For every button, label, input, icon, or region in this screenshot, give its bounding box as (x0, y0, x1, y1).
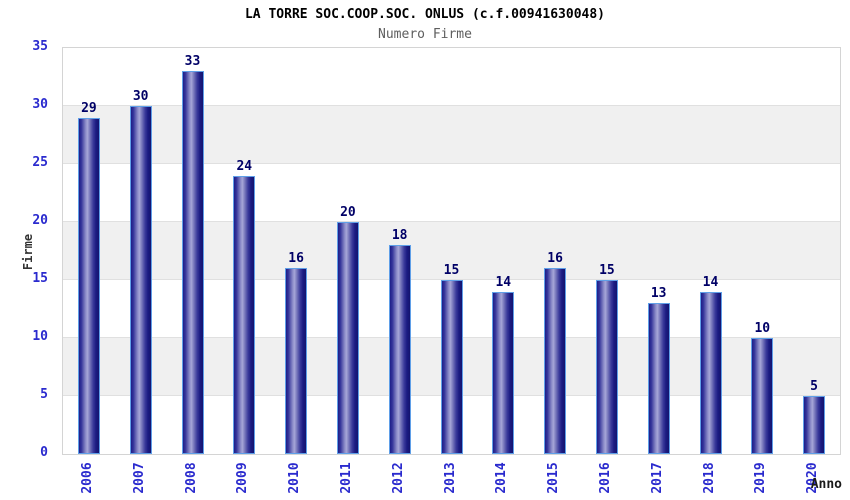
x-tick-label: 2009 (235, 462, 251, 494)
chart-title: LA TORRE SOC.COOP.SOC. ONLUS (c.f.009416… (244, 7, 606, 22)
plot-band (63, 106, 840, 164)
bar (751, 338, 774, 454)
x-tick-label: 2013 (442, 462, 458, 494)
y-tick-label: 25 (32, 155, 48, 170)
gridline (63, 163, 840, 164)
gridline (63, 105, 840, 106)
y-tick-label: 20 (32, 213, 48, 228)
bar (492, 291, 515, 454)
x-tick-label: 2017 (649, 462, 665, 494)
y-tick-label: 30 (32, 97, 48, 112)
bar-value-label: 13 (650, 286, 667, 302)
bar-value-label: 15 (443, 263, 460, 278)
bar (544, 268, 567, 454)
y-tick-label: 5 (40, 387, 48, 402)
bar-value-label: 24 (236, 158, 253, 174)
bar (336, 222, 359, 454)
x-tick-label: 2007 (131, 462, 147, 494)
x-tick-label: 2012 (390, 462, 406, 494)
y-tick-label: 10 (32, 329, 48, 344)
x-tick-label: 2019 (753, 462, 769, 494)
bar (388, 245, 411, 454)
bar-value-label: 15 (599, 263, 615, 278)
y-tick-label: 35 (32, 39, 48, 54)
plot-area: 29 30 33 24 16 20 18 15 14 16 15 13 14 10 5 (62, 47, 841, 455)
x-tick-label: 2010 (287, 462, 303, 494)
bar-value-label: 16 (288, 251, 304, 267)
x-tick-label: 2011 (338, 462, 354, 494)
x-tick-label: 2008 (183, 462, 199, 494)
bar-value-label: 33 (184, 54, 201, 70)
bar (129, 106, 152, 454)
x-tick-label: 2006 (79, 462, 95, 494)
y-axis-title: Firme (21, 233, 35, 271)
plot-band (63, 164, 840, 222)
bar (285, 268, 308, 454)
bar-value-label: 10 (754, 321, 771, 336)
bar (440, 280, 463, 454)
x-tick-label: 2016 (597, 462, 613, 494)
x-tick-label: 2015 (546, 462, 562, 494)
y-tick-label: 0 (40, 445, 48, 460)
bar-value-label: 5 (810, 379, 818, 394)
x-tick-label: 2018 (701, 462, 717, 494)
bar (803, 396, 826, 454)
x-axis-title: Anno (810, 477, 842, 492)
bar (77, 117, 100, 454)
bar-value-label: 14 (495, 274, 512, 290)
chart-subtitle: Numero Firme (378, 27, 472, 42)
x-tick-label: 2014 (494, 462, 510, 494)
gridline (63, 279, 840, 280)
bar-value-label: 20 (340, 205, 356, 220)
y-tick-label: 15 (32, 271, 48, 286)
bar-value-label: 14 (702, 274, 719, 290)
bar-value-label: 30 (132, 89, 149, 104)
bar (699, 291, 722, 454)
bar-value-label: 29 (81, 100, 97, 116)
bar (233, 175, 256, 454)
bar (595, 280, 618, 454)
bar-value-label: 18 (391, 228, 408, 244)
bar (181, 71, 204, 454)
gridline (63, 221, 840, 222)
bar (647, 303, 670, 454)
bar-value-label: 16 (547, 251, 563, 267)
